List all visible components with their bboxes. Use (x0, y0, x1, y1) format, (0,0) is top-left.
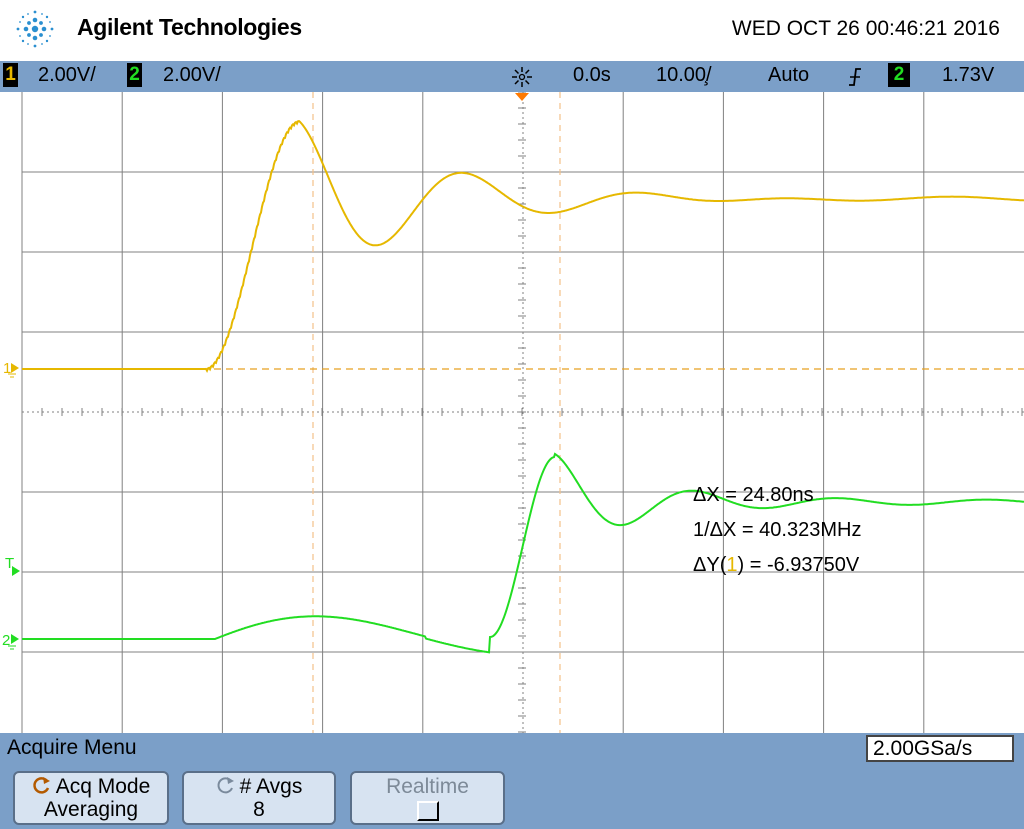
realtime-label: Realtime (386, 775, 469, 798)
acq-mode-softkey[interactable]: Acq Mode Averaging (13, 771, 169, 825)
header: Agilent Technologies WED OCT 26 00:46:21… (0, 0, 1024, 60)
realtime-softkey[interactable]: Realtime (350, 771, 505, 825)
ch2-ground-marker[interactable]: 2 (2, 632, 19, 650)
date-time: WED OCT 26 00:46:21 2016 (731, 17, 1000, 40)
rising-edge-icon (849, 68, 861, 86)
delta-y-channel: 1 (726, 554, 738, 576)
acquire-menu-panel: Acquire Menu 2.00GSa/s Acq Mode Averagin… (0, 733, 1024, 829)
ch1-scale: 2.00V/ (38, 64, 96, 86)
ch1-badge[interactable]: 1 (3, 63, 18, 87)
ch2-badge[interactable]: 2 (127, 63, 142, 87)
ch2-scale: 2.00V/ (163, 64, 221, 86)
ch2-trace (22, 452, 1024, 654)
delay-knob-icon (512, 67, 532, 87)
trigger-mode: Auto (768, 64, 810, 86)
time-scale: 10.00̧/ (656, 64, 712, 86)
num-avgs-value: 8 (253, 798, 265, 821)
waveform-display: 1 T 2 ΔX = 24.80ns 1/ΔX = 40.323MHz ΔY(1… (0, 91, 1024, 733)
delta-y-suffix: ) = -6.93750V (737, 554, 860, 576)
delta-y-prefix: ΔY( (693, 554, 727, 576)
realtime-checkbox[interactable] (416, 801, 439, 821)
status-bar: 1 2.00V/ 2 2.00V/ 0.0s 10.00̧/ Auto 2 1.… (0, 61, 1024, 92)
rotate-knob-icon (217, 777, 234, 794)
trigger-source-badge[interactable]: 2 (888, 63, 910, 87)
svg-text:1: 1 (3, 360, 11, 377)
sample-rate: 2.00GSa/s (866, 735, 1014, 762)
rotate-knob-icon (33, 777, 50, 794)
svg-text:2: 2 (2, 632, 10, 649)
num-avgs-softkey[interactable]: # Avgs 8 (182, 771, 336, 825)
trigger-level: 1.73V (942, 64, 995, 86)
inverse-delta-x-readout: 1/ΔX = 40.323MHz (693, 519, 862, 541)
time-delay: 0.0s (573, 64, 611, 86)
brand-name: Agilent Technologies (77, 14, 302, 40)
num-avgs-label: # Avgs (239, 775, 303, 798)
acq-mode-label: Acq Mode (55, 775, 151, 798)
trigger-position-marker (515, 93, 529, 101)
menu-title: Acquire Menu (7, 736, 137, 759)
ch1-trace (22, 120, 1024, 373)
svg-text:T: T (5, 555, 14, 572)
acq-mode-value: Averaging (43, 798, 139, 821)
trigger-level-marker[interactable]: T (5, 555, 20, 576)
delta-y-readout: ΔY(1) = -6.93750V (693, 554, 859, 577)
grid (21, 91, 1024, 733)
ch1-ground-marker[interactable]: 1 (3, 360, 19, 378)
delta-x-readout: ΔX = 24.80ns (693, 484, 814, 506)
agilent-logo-icon (16, 10, 54, 48)
graticule: 1 T 2 (2, 91, 1024, 733)
cursor-lines (22, 92, 1024, 733)
